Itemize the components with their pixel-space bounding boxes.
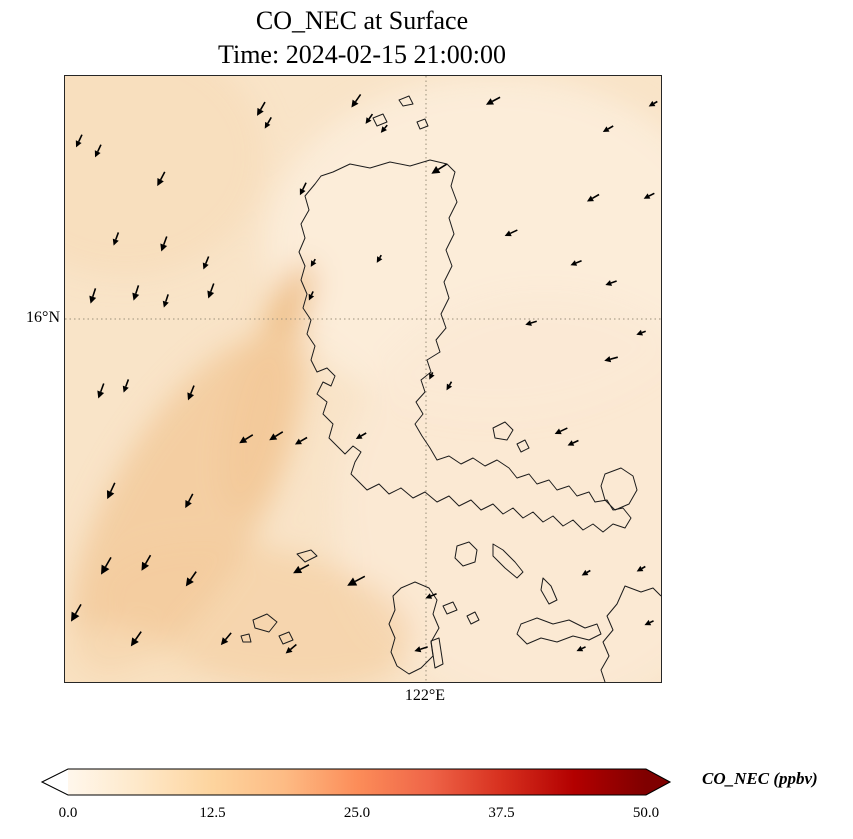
wind-arrow (567, 439, 579, 446)
wind-arrow (376, 254, 383, 263)
wind-arrow (308, 291, 315, 301)
wind-arrow (106, 482, 116, 500)
wind-arrow (414, 646, 428, 653)
wind-arrow (554, 427, 568, 435)
colorbar-tick-label: 25.0 (344, 805, 370, 821)
wind-arrow (162, 294, 169, 308)
wind-arrow (576, 645, 586, 652)
wind-arrow (202, 256, 210, 270)
wind-arrow (351, 93, 362, 108)
wind-arrow (643, 192, 655, 199)
wind-arrow (293, 564, 310, 574)
wind-arrow (130, 631, 142, 647)
wind-arrow (97, 383, 105, 399)
lon-tick-label: 122°E (404, 687, 446, 704)
shading-layer (65, 76, 661, 682)
wind-arrow (636, 329, 646, 336)
wind-arrow (525, 320, 537, 326)
wind-arrow (220, 632, 232, 646)
wind-arrow (485, 96, 501, 105)
wind-arrow (89, 288, 97, 304)
wind-arrow (132, 285, 140, 301)
wind-arrow (160, 236, 168, 252)
wind-arrow (504, 229, 518, 237)
map-plot (64, 75, 662, 683)
wind-arrow (294, 436, 308, 445)
wind-arrow (644, 619, 654, 626)
wind-arrow (185, 493, 194, 509)
wind-arrow (185, 571, 197, 587)
wind-arrow (431, 163, 448, 174)
colorbar-label: CO_NEC (ppbv) (702, 769, 818, 788)
wind-arrow (380, 124, 388, 133)
figure-subtitle: Time: 2024-02-15 21:00:00 (218, 39, 506, 69)
wind-arrow (299, 182, 307, 196)
wind-arrow (581, 569, 591, 576)
wind-arrow (101, 556, 112, 575)
wind-arrow (446, 381, 453, 391)
wind-arrow (71, 603, 82, 622)
wind-arrow (586, 193, 600, 202)
colorbar-right-arrow (646, 769, 670, 795)
wind-arrow (310, 258, 317, 267)
wind-arrow (157, 171, 166, 187)
wind-arrow (122, 379, 130, 393)
wind-arrow (75, 134, 83, 148)
figure-title-block: CO_NEC at Surface Time: 2024-02-15 21:00… (64, 4, 660, 72)
wind-arrow (264, 116, 272, 129)
coastline (240, 95, 661, 682)
lat-tick-label: 16°N (26, 309, 60, 326)
wind-arrow (187, 385, 195, 401)
colorbar-tick-label: 12.5 (199, 805, 225, 821)
wind-arrow (605, 280, 617, 286)
colorbar-gradient (68, 769, 646, 795)
wind-arrow (257, 101, 266, 116)
wind-arrow (239, 434, 254, 444)
wind-arrow (602, 125, 614, 132)
map-canvas (65, 76, 661, 682)
wind-arrow (347, 575, 366, 586)
wind-arrow (141, 554, 152, 571)
wind-arrow (355, 432, 367, 439)
wind-arrow (207, 283, 215, 299)
colorbar-tick-label: 0.0 (59, 805, 78, 821)
wind-arrow (94, 144, 102, 158)
wind-arrow (648, 100, 658, 107)
wind-arrow (604, 356, 618, 363)
wind-arrow (429, 372, 435, 380)
colorbar-tick-label: 50.0 (633, 805, 659, 821)
wind-arrow (112, 232, 120, 246)
wind-arrow (269, 431, 284, 441)
wind-arrow (636, 565, 646, 572)
wind-arrow (285, 643, 297, 654)
colorbar-left-arrow (42, 769, 68, 795)
colorbar-outline (40, 768, 672, 796)
colorbar: 0.0 12.5 25.0 37.5 50.0 (40, 768, 672, 821)
wind-arrow (365, 113, 374, 124)
wind-arrow (570, 260, 582, 266)
colorbar-tick-label: 37.5 (488, 805, 514, 821)
wind-arrows-layer (71, 93, 658, 654)
wind-arrow (425, 593, 437, 599)
colorbar-ticks: 0.0 12.5 25.0 37.5 50.0 (59, 805, 660, 821)
figure-title: CO_NEC at Surface (255, 6, 469, 35)
